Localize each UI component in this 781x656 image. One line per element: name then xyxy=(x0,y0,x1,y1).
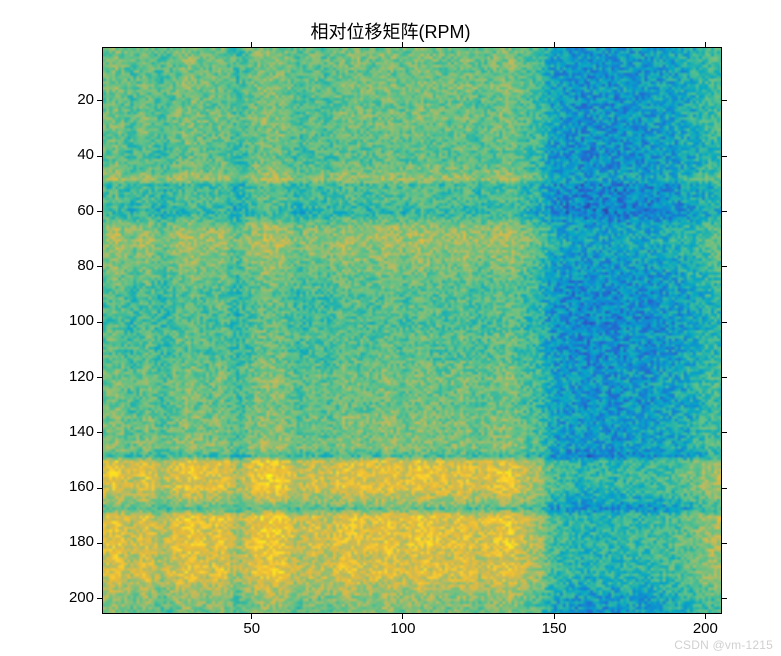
y-tick xyxy=(97,156,102,157)
y-tick xyxy=(722,322,727,323)
x-tick xyxy=(251,614,252,619)
y-tick-label: 160 xyxy=(69,478,94,495)
x-tick xyxy=(402,614,403,619)
chart-title: 相对位移矩阵(RPM) xyxy=(0,18,781,44)
y-tick xyxy=(722,543,727,544)
x-tick-label: 200 xyxy=(685,620,725,637)
y-tick-label: 100 xyxy=(69,312,94,329)
x-tick xyxy=(705,42,706,47)
y-tick-label: 200 xyxy=(69,589,94,606)
x-tick xyxy=(251,42,252,47)
y-tick xyxy=(97,322,102,323)
x-tick-label: 150 xyxy=(534,620,574,637)
x-tick xyxy=(554,42,555,47)
y-tick xyxy=(97,598,102,599)
y-tick xyxy=(722,432,727,433)
x-tick xyxy=(554,614,555,619)
heatmap-plot-area xyxy=(102,47,722,614)
y-tick xyxy=(97,377,102,378)
y-tick-label: 80 xyxy=(77,257,94,274)
x-tick xyxy=(402,42,403,47)
y-tick xyxy=(97,100,102,101)
x-tick-label: 50 xyxy=(232,620,272,637)
watermark: CSDN @vm-1215 xyxy=(674,638,773,652)
y-tick xyxy=(97,211,102,212)
y-tick-label: 180 xyxy=(69,533,94,550)
y-tick xyxy=(722,598,727,599)
y-tick-label: 60 xyxy=(77,202,94,219)
y-tick xyxy=(722,211,727,212)
y-tick xyxy=(722,488,727,489)
y-tick xyxy=(97,432,102,433)
y-tick-label: 120 xyxy=(69,368,94,385)
y-tick xyxy=(722,100,727,101)
y-tick xyxy=(722,156,727,157)
y-tick xyxy=(722,266,727,267)
figure: 相对位移矩阵(RPM) 50 100 150 200 20 40 60 80 100 120 14… xyxy=(0,0,781,656)
y-tick xyxy=(97,266,102,267)
x-tick xyxy=(705,614,706,619)
y-tick-label: 20 xyxy=(77,91,94,108)
heatmap-canvas xyxy=(103,48,722,614)
y-tick xyxy=(722,377,727,378)
x-tick-label: 100 xyxy=(383,620,423,637)
y-tick-label: 140 xyxy=(69,423,94,440)
y-tick xyxy=(97,488,102,489)
y-tick-label: 40 xyxy=(77,146,94,163)
y-tick xyxy=(97,543,102,544)
